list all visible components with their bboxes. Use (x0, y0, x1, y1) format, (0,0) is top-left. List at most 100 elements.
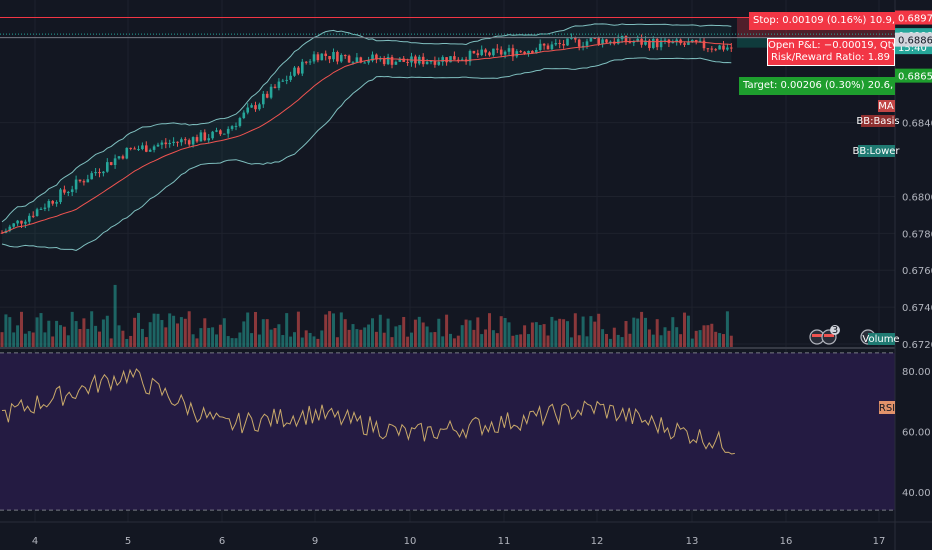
stop-price-tag[interactable] (895, 10, 932, 25)
candle-body (199, 132, 203, 142)
volume-bar (452, 338, 456, 347)
candle-body (94, 172, 97, 174)
time-axis[interactable]: 4 5 6 9 10 11 12 13 16 17 (32, 536, 886, 547)
volume-bar (429, 332, 433, 347)
volume-tag[interactable] (868, 333, 895, 345)
volume-bar (335, 337, 339, 347)
candle-body (628, 42, 632, 44)
volume-bar (476, 317, 480, 347)
candle-body (39, 208, 43, 210)
volume-bar (187, 311, 191, 347)
candle-body (371, 54, 374, 61)
candle-body (207, 138, 210, 141)
volume-bar (729, 335, 733, 347)
event-count-badge[interactable] (830, 325, 840, 335)
candle-body (308, 61, 312, 63)
ma-tag[interactable] (878, 100, 895, 112)
volume-bar (542, 324, 546, 347)
candle-body (219, 130, 222, 135)
rsi-axis[interactable]: 80.00 60.00 40.00 (902, 367, 931, 499)
candle-body (425, 61, 429, 65)
flag-stripe-icon (824, 334, 834, 337)
volume-bar (566, 321, 569, 347)
volume-bar (644, 317, 647, 347)
candle-body (570, 37, 573, 39)
candle-body (262, 93, 265, 105)
volume-bar (702, 325, 706, 347)
candle-body (558, 43, 561, 45)
candle-body (577, 39, 581, 47)
entry-price-tag[interactable] (895, 32, 932, 47)
pnl-box[interactable]: Open P&L: −0.00019, Qty: 183 Risk/Reward… (767, 38, 895, 66)
candle-body (585, 41, 589, 46)
candle-body (433, 61, 437, 65)
volume-bar (12, 332, 16, 347)
bb-lower-tag[interactable] (858, 145, 895, 157)
candle-body (730, 47, 733, 49)
candle-body (74, 179, 78, 190)
target-price-tag[interactable] (895, 68, 932, 83)
pnl-label: Open P&L: −0.00019, Qty: 183 (768, 40, 894, 51)
candle-body (550, 44, 554, 50)
candle-body (164, 142, 168, 145)
candle-body (289, 75, 292, 80)
volume-bar (23, 333, 27, 347)
candle-body (223, 133, 226, 135)
candle-body (655, 38, 659, 48)
volume-bar (129, 335, 133, 347)
candle-body (152, 146, 156, 150)
volume-bar (144, 337, 148, 347)
volume-bar (152, 313, 156, 347)
candle-body (492, 48, 495, 56)
volume-bar (226, 336, 230, 347)
volume-bar (137, 312, 140, 347)
countdown-label: 15:40 (898, 43, 927, 54)
volume-bar (43, 332, 47, 347)
candle-body (367, 60, 370, 63)
volume-bar (62, 326, 66, 347)
price-axis[interactable]: 0.68400 0.68000 0.67800 0.67600 0.67400 0.672… (902, 119, 932, 351)
candle-body (211, 131, 214, 139)
volume-bar (503, 317, 507, 347)
event-count-label: 3 (832, 325, 838, 336)
candle-body (160, 142, 164, 145)
volume-bar (203, 318, 207, 347)
candle-body (687, 42, 690, 45)
volume-bar (577, 335, 581, 347)
bb-basis-tag-label: BB:Basis (856, 116, 899, 127)
candle-body (0, 232, 4, 234)
volume-bar (273, 328, 277, 347)
price-tick-label: 0.67600 (902, 266, 932, 277)
volume-bar (332, 313, 335, 347)
candle-body (640, 38, 643, 45)
candle-body (468, 50, 472, 62)
bb-basis-tag[interactable] (861, 115, 895, 127)
volume-bar (133, 317, 137, 347)
candle-body (589, 37, 593, 42)
volume-bar (390, 337, 394, 347)
volume-bar (281, 335, 285, 347)
candle-body (363, 62, 366, 64)
volume-bar (98, 331, 101, 347)
volume-bar (215, 334, 218, 347)
volume-bar (530, 322, 534, 347)
candle-body (355, 57, 359, 63)
candle-body (113, 158, 117, 165)
volume-bar (105, 315, 109, 347)
volume-bar (511, 335, 515, 347)
candle-body (574, 37, 577, 40)
target-label[interactable]: Target: 0.00206 (0.30%) 20.6, Amou (739, 77, 895, 95)
volume-bar (675, 327, 679, 347)
candle-body (59, 189, 62, 203)
candle-body (648, 40, 651, 48)
volume-bar (164, 327, 168, 347)
rsi-tag[interactable] (879, 401, 895, 414)
candle-body (281, 80, 285, 82)
volume-bar (491, 330, 495, 347)
candle-body (121, 156, 125, 159)
candle-body (663, 39, 667, 41)
stop-label[interactable]: Stop: 0.00109 (0.16%) 10.9, Amou (749, 12, 895, 30)
candle-body (129, 147, 132, 149)
candle-body (714, 49, 717, 51)
candle-body (566, 38, 569, 46)
